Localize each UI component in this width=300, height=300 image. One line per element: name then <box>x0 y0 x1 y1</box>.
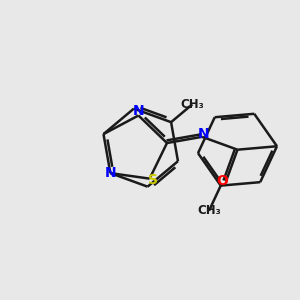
Text: N: N <box>133 103 144 118</box>
Text: O: O <box>217 174 229 188</box>
Text: N: N <box>105 166 116 180</box>
Text: N: N <box>198 127 210 140</box>
Text: CH₃: CH₃ <box>181 98 204 111</box>
Text: CH₃: CH₃ <box>197 204 221 217</box>
Text: S: S <box>148 173 158 187</box>
